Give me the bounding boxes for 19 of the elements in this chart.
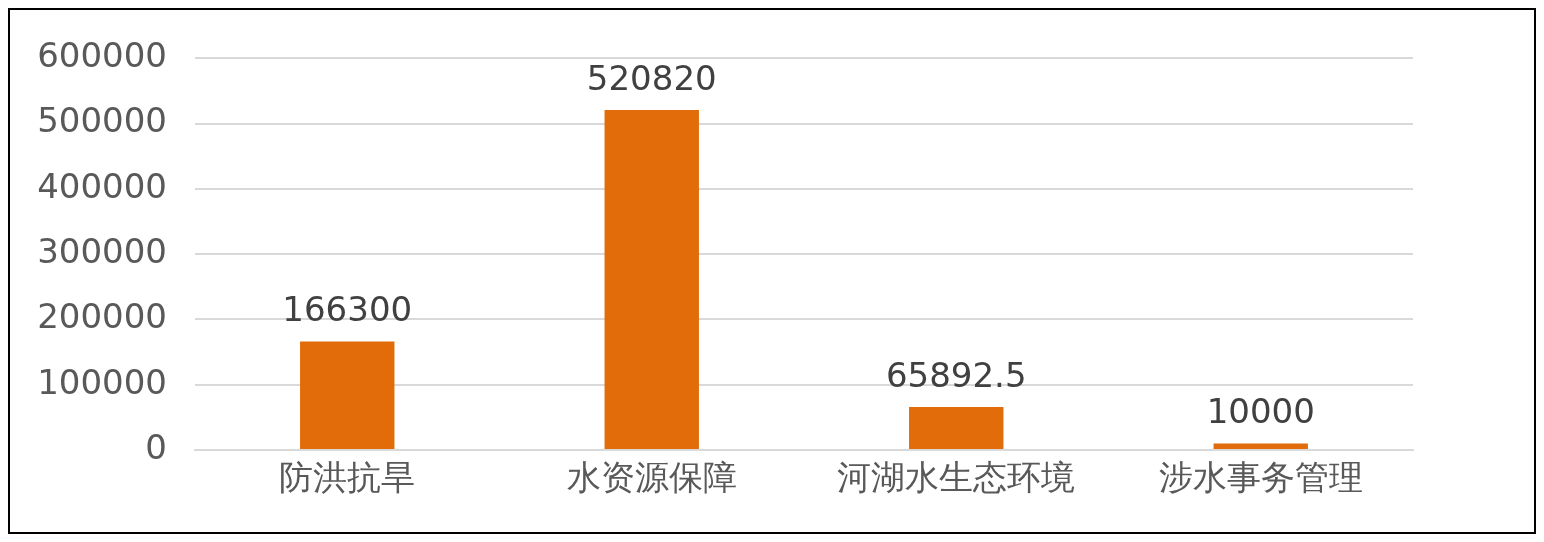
data-label: 520820 [586,57,717,98]
y-tick-label: 300000 [37,231,167,272]
bar [604,110,699,449]
y-tick-label: 0 [145,426,167,467]
y-tick-label: 400000 [37,165,167,206]
bar [300,341,395,449]
x-tick-label: 河湖水生态环境 [837,457,1076,498]
x-tick-label: 水资源保障 [566,457,737,498]
bar [1213,443,1308,449]
bar [909,406,1004,449]
data-label: 166300 [282,289,413,330]
data-label: 10000 [1206,391,1315,432]
y-tick-label: 600000 [37,35,167,76]
x-tick-label: 涉水事务管理 [1158,457,1363,498]
y-tick-label: 500000 [37,100,167,141]
y-tick-label: 100000 [37,361,167,402]
x-tick-label: 防洪抗旱 [279,457,416,498]
data-label: 65892.5 [885,354,1027,395]
y-tick-label: 200000 [37,296,167,337]
